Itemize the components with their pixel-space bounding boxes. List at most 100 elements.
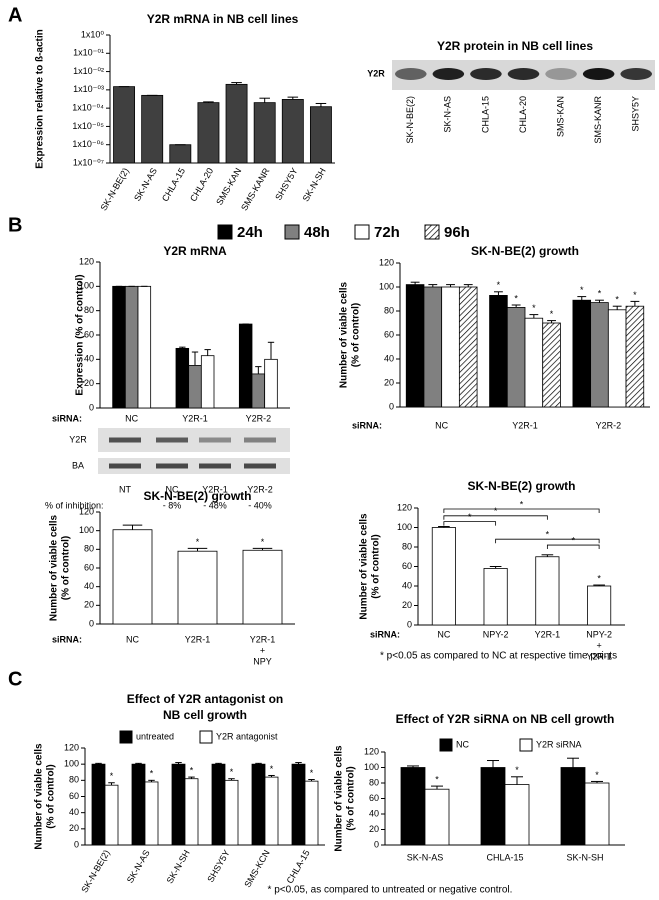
y-tick-label: 20: [69, 823, 79, 833]
x-tick-label: SK-N-SH: [165, 848, 192, 885]
error-bar: [122, 524, 143, 530]
x-tick-label: SMS-KANR: [239, 166, 272, 213]
bar: [177, 550, 218, 625]
bar: [625, 305, 645, 408]
bar: [124, 285, 139, 409]
blot-band: [582, 68, 615, 80]
error-bar: [175, 762, 182, 765]
legend-label: 24h: [237, 224, 263, 241]
panel-label: C: [8, 668, 22, 690]
x-tick-label: +: [596, 640, 601, 650]
error-bar: [215, 762, 222, 765]
blot-lane-label: Y2R-1: [202, 484, 228, 494]
comparison-label: *: [520, 499, 524, 509]
x-tick-label: SK-N-BE(2): [98, 166, 130, 212]
blot-lane-label: NT: [119, 484, 131, 494]
y-axis-label: (% of control): [371, 534, 382, 598]
x-tick-label: NC: [437, 629, 450, 639]
y-tick-label: 1x10⁻⁰¹: [73, 48, 104, 58]
y-tick-label: 20: [84, 600, 94, 610]
y-tick-label: 0: [407, 619, 412, 629]
y-tick-label: 100: [64, 759, 79, 769]
chart-title: Y2R mRNA in NB cell lines: [147, 12, 299, 26]
bar: [112, 529, 153, 625]
blot-lane-label: SMS-KANR: [593, 96, 603, 144]
blot: [98, 458, 290, 474]
y-tick-label: 80: [84, 305, 94, 315]
bar: [113, 86, 136, 164]
error-bar: [191, 351, 199, 366]
y-tick-label: 80: [69, 775, 79, 785]
bar: [489, 294, 508, 408]
blot-band: [545, 68, 577, 80]
x-tick-label: Y2R-1: [586, 651, 612, 661]
error-bar: [187, 547, 208, 552]
x-tick-label: SK-N-AS: [407, 852, 444, 862]
bar: [480, 767, 506, 846]
y-tick-label: 80: [84, 544, 94, 554]
bar: [251, 763, 266, 846]
blot-band: [244, 463, 276, 469]
bar: [104, 784, 119, 846]
y-tick-label: 40: [369, 808, 379, 818]
x-tick-label: NPY-2: [586, 629, 612, 639]
bar: [144, 781, 159, 846]
significance-mark: *: [550, 309, 554, 319]
y-tick-label: 1x10⁰: [81, 29, 105, 39]
x-tick-label: CHLA-20: [188, 166, 215, 203]
legend-label: NC: [456, 739, 469, 749]
legend-label: 96h: [444, 224, 470, 241]
bar: [264, 358, 278, 409]
y-tick-label: 60: [84, 329, 94, 339]
blot-lane-label: SK-N-AS: [443, 96, 453, 133]
legend-swatch: [119, 730, 133, 744]
panel-label: A: [8, 4, 22, 26]
blot-lane-label: SHSY5Y: [631, 96, 641, 132]
bar: [225, 83, 248, 164]
bar: [535, 556, 560, 626]
blot-band: [432, 68, 465, 80]
bar: [264, 776, 279, 846]
y-axis-label: Expression relative to ß-actin: [35, 29, 46, 169]
error-bar: [511, 304, 521, 308]
blot-lane-label: SK-N-BE(2): [405, 96, 415, 144]
error-bar: [255, 762, 262, 765]
chart-title: SK-N-BE(2) growth: [144, 489, 252, 503]
x-tick-label: NC: [126, 634, 139, 644]
footnote: * p<0.05 as compared to NC at respective…: [380, 651, 617, 662]
significance-mark: *: [595, 770, 599, 780]
footnote: * p<0.05, as compared to untreated or ne…: [268, 885, 513, 896]
x-tick-label: Y2R-1: [185, 634, 211, 644]
error-bar: [295, 762, 302, 765]
y-axis-label: Number of viable cells: [334, 745, 345, 852]
bar: [137, 285, 152, 409]
blot-lane-label: CHLA-15: [480, 96, 490, 133]
y-tick-label: 40: [402, 580, 412, 590]
significance-mark: *: [435, 774, 439, 784]
y-axis-label: (% of control): [351, 303, 362, 367]
legend-swatch: [439, 738, 453, 752]
y-tick-label: 120: [79, 256, 94, 266]
y-tick-label: 40: [84, 581, 94, 591]
x-tick-label: Y2R-1: [512, 420, 538, 430]
blot-band: [620, 68, 652, 80]
bar: [524, 317, 544, 408]
y-tick-label: 40: [384, 353, 394, 363]
error-bar: [287, 96, 299, 100]
y-axis-label: Expression (% of control): [75, 274, 86, 395]
error-bar: [231, 82, 242, 85]
blot-band: [244, 437, 276, 443]
x-tick-label: SHSY5Y: [273, 166, 299, 202]
significance-mark: *: [110, 771, 114, 781]
bar: [400, 767, 426, 846]
y-tick-label: 20: [369, 824, 379, 834]
y-tick-label: 0: [89, 618, 94, 628]
significance-mark: *: [633, 290, 637, 300]
x-axis-label: siRNA:: [352, 420, 382, 430]
y-axis-label: Number of viable cells: [49, 514, 60, 621]
y-tick-label: 60: [369, 793, 379, 803]
y-tick-label: 120: [79, 506, 94, 516]
y-tick-label: 0: [389, 401, 394, 411]
bar: [131, 763, 146, 846]
blot-band: [199, 463, 231, 469]
